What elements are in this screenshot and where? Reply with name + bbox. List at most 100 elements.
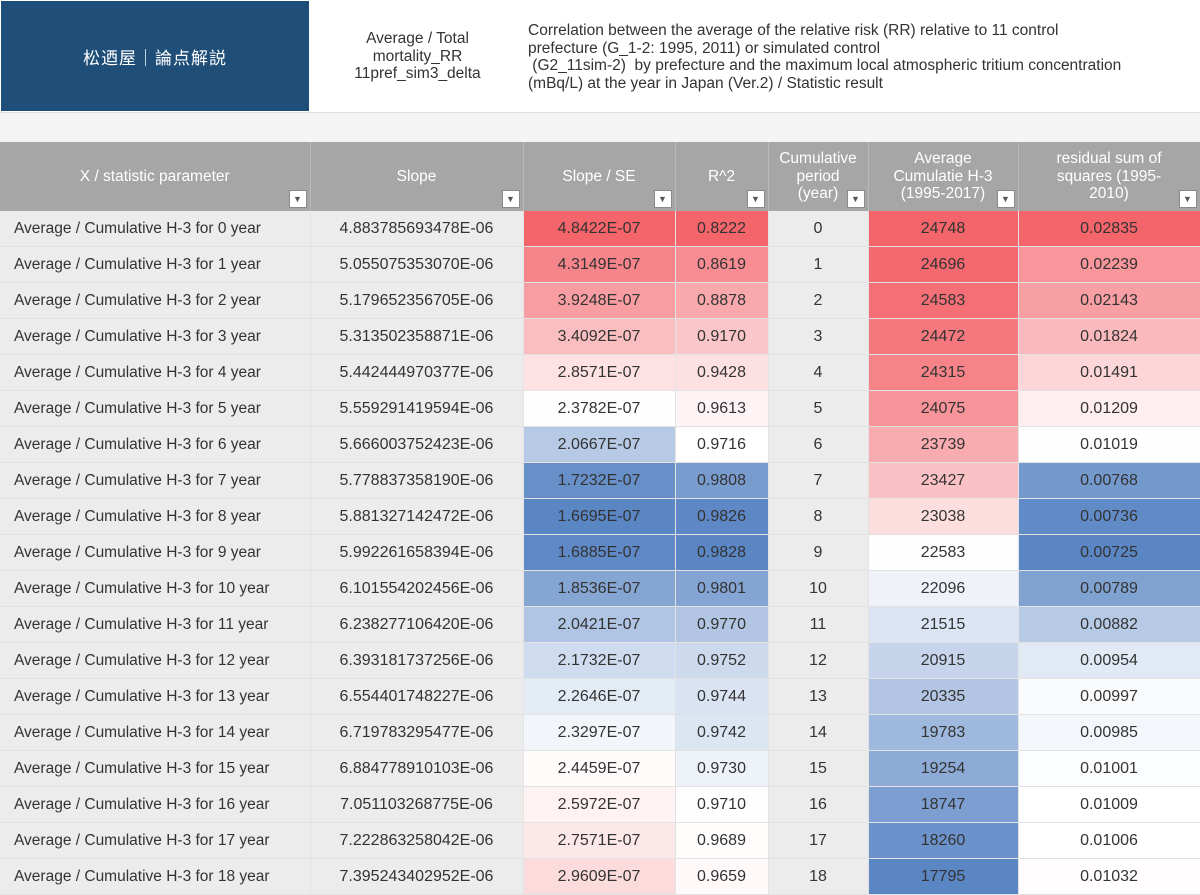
r-squared-cell[interactable]: 0.9770 bbox=[675, 606, 769, 643]
h3-cell[interactable]: 20915 bbox=[868, 642, 1019, 679]
slope-cell[interactable]: 6.719783295477E-06 bbox=[310, 714, 524, 751]
row-label[interactable]: Average / Cumulative H-3 for 0 year bbox=[0, 211, 311, 247]
rss-cell[interactable]: 0.02835 bbox=[1018, 211, 1200, 247]
slope-cell[interactable]: 6.101554202456E-06 bbox=[310, 570, 524, 607]
r-squared-cell[interactable]: 0.9716 bbox=[675, 426, 769, 463]
h3-cell[interactable]: 18747 bbox=[868, 786, 1019, 823]
row-label[interactable]: Average / Cumulative H-3 for 15 year bbox=[0, 750, 311, 787]
slope-cell[interactable]: 5.179652356705E-06 bbox=[310, 282, 524, 319]
slope-se-cell[interactable]: 1.7232E-07 bbox=[523, 462, 676, 499]
slope-se-cell[interactable]: 2.8571E-07 bbox=[523, 354, 676, 391]
slope-se-cell[interactable]: 1.6695E-07 bbox=[523, 498, 676, 535]
h3-cell[interactable]: 19254 bbox=[868, 750, 1019, 787]
h3-cell[interactable]: 23427 bbox=[868, 462, 1019, 499]
row-label[interactable]: Average / Cumulative H-3 for 2 year bbox=[0, 282, 311, 319]
row-label[interactable]: Average / Cumulative H-3 for 16 year bbox=[0, 786, 311, 823]
row-label[interactable]: Average / Cumulative H-3 for 9 year bbox=[0, 534, 311, 571]
rss-cell[interactable]: 0.01491 bbox=[1018, 354, 1200, 391]
filter-dropdown-icon[interactable]: ▼ bbox=[288, 190, 307, 208]
h3-cell[interactable]: 24696 bbox=[868, 246, 1019, 283]
slope-cell[interactable]: 4.883785693478E-06 bbox=[310, 211, 524, 247]
h3-cell[interactable]: 24472 bbox=[868, 318, 1019, 355]
slope-se-cell[interactable]: 2.4459E-07 bbox=[523, 750, 676, 787]
r-squared-cell[interactable]: 0.9826 bbox=[675, 498, 769, 535]
filter-dropdown-icon[interactable]: ▼ bbox=[996, 190, 1015, 208]
filter-dropdown-icon[interactable]: ▼ bbox=[846, 190, 865, 208]
h3-cell[interactable]: 20335 bbox=[868, 678, 1019, 715]
rss-cell[interactable]: 0.01001 bbox=[1018, 750, 1200, 787]
slope-cell[interactable]: 6.238277106420E-06 bbox=[310, 606, 524, 643]
row-label[interactable]: Average / Cumulative H-3 for 14 year bbox=[0, 714, 311, 751]
filter-dropdown-icon[interactable]: ▼ bbox=[653, 190, 672, 208]
slope-cell[interactable]: 5.778837358190E-06 bbox=[310, 462, 524, 499]
slope-cell[interactable]: 5.881327142472E-06 bbox=[310, 498, 524, 535]
period-cell[interactable]: 16 bbox=[768, 786, 869, 823]
slope-cell[interactable]: 5.313502358871E-06 bbox=[310, 318, 524, 355]
slope-se-cell[interactable]: 2.3297E-07 bbox=[523, 714, 676, 751]
slope-cell[interactable]: 5.559291419594E-06 bbox=[310, 390, 524, 427]
slope-cell[interactable]: 5.666003752423E-06 bbox=[310, 426, 524, 463]
h3-cell[interactable]: 17795 bbox=[868, 858, 1019, 895]
rss-cell[interactable]: 0.02239 bbox=[1018, 246, 1200, 283]
r-squared-cell[interactable]: 0.9689 bbox=[675, 822, 769, 859]
r-squared-cell[interactable]: 0.9428 bbox=[675, 354, 769, 391]
r-squared-cell[interactable]: 0.9659 bbox=[675, 858, 769, 895]
h3-cell[interactable]: 22096 bbox=[868, 570, 1019, 607]
filter-dropdown-icon[interactable]: ▼ bbox=[746, 190, 765, 208]
rss-cell[interactable]: 0.00985 bbox=[1018, 714, 1200, 751]
h3-cell[interactable]: 18260 bbox=[868, 822, 1019, 859]
row-label[interactable]: Average / Cumulative H-3 for 12 year bbox=[0, 642, 311, 679]
r-squared-cell[interactable]: 0.9613 bbox=[675, 390, 769, 427]
row-label[interactable]: Average / Cumulative H-3 for 4 year bbox=[0, 354, 311, 391]
filter-dropdown-icon[interactable]: ▼ bbox=[1178, 190, 1197, 208]
h3-cell[interactable]: 24748 bbox=[868, 211, 1019, 247]
rss-cell[interactable]: 0.00736 bbox=[1018, 498, 1200, 535]
slope-se-cell[interactable]: 1.8536E-07 bbox=[523, 570, 676, 607]
h3-cell[interactable]: 23739 bbox=[868, 426, 1019, 463]
h3-cell[interactable]: 24075 bbox=[868, 390, 1019, 427]
slope-se-cell[interactable]: 3.4092E-07 bbox=[523, 318, 676, 355]
period-cell[interactable]: 13 bbox=[768, 678, 869, 715]
slope-se-cell[interactable]: 2.3782E-07 bbox=[523, 390, 676, 427]
row-label[interactable]: Average / Cumulative H-3 for 18 year bbox=[0, 858, 311, 895]
rss-cell[interactable]: 0.00882 bbox=[1018, 606, 1200, 643]
rss-cell[interactable]: 0.00789 bbox=[1018, 570, 1200, 607]
slope-cell[interactable]: 7.222863258042E-06 bbox=[310, 822, 524, 859]
r-squared-cell[interactable]: 0.8222 bbox=[675, 211, 769, 247]
h3-cell[interactable]: 24315 bbox=[868, 354, 1019, 391]
slope-se-cell[interactable]: 2.1732E-07 bbox=[523, 642, 676, 679]
period-cell[interactable]: 18 bbox=[768, 858, 869, 895]
slope-cell[interactable]: 5.442444970377E-06 bbox=[310, 354, 524, 391]
row-label[interactable]: Average / Cumulative H-3 for 7 year bbox=[0, 462, 311, 499]
slope-cell[interactable]: 6.884778910103E-06 bbox=[310, 750, 524, 787]
rss-cell[interactable]: 0.02143 bbox=[1018, 282, 1200, 319]
slope-se-cell[interactable]: 2.0421E-07 bbox=[523, 606, 676, 643]
slope-se-cell[interactable]: 2.7571E-07 bbox=[523, 822, 676, 859]
period-cell[interactable]: 14 bbox=[768, 714, 869, 751]
slope-se-cell[interactable]: 3.9248E-07 bbox=[523, 282, 676, 319]
h3-cell[interactable]: 23038 bbox=[868, 498, 1019, 535]
filter-dropdown-icon[interactable]: ▼ bbox=[501, 190, 520, 208]
period-cell[interactable]: 6 bbox=[768, 426, 869, 463]
row-label[interactable]: Average / Cumulative H-3 for 10 year bbox=[0, 570, 311, 607]
row-label[interactable]: Average / Cumulative H-3 for 5 year bbox=[0, 390, 311, 427]
slope-se-cell[interactable]: 2.0667E-07 bbox=[523, 426, 676, 463]
slope-cell[interactable]: 5.055075353070E-06 bbox=[310, 246, 524, 283]
r-squared-cell[interactable]: 0.9828 bbox=[675, 534, 769, 571]
period-cell[interactable]: 1 bbox=[768, 246, 869, 283]
slope-se-cell[interactable]: 4.8422E-07 bbox=[523, 211, 676, 247]
r-squared-cell[interactable]: 0.9730 bbox=[675, 750, 769, 787]
row-label[interactable]: Average / Cumulative H-3 for 3 year bbox=[0, 318, 311, 355]
period-cell[interactable]: 8 bbox=[768, 498, 869, 535]
slope-cell[interactable]: 5.992261658394E-06 bbox=[310, 534, 524, 571]
rss-cell[interactable]: 0.01019 bbox=[1018, 426, 1200, 463]
period-cell[interactable]: 4 bbox=[768, 354, 869, 391]
period-cell[interactable]: 11 bbox=[768, 606, 869, 643]
h3-cell[interactable]: 22583 bbox=[868, 534, 1019, 571]
row-label[interactable]: Average / Cumulative H-3 for 17 year bbox=[0, 822, 311, 859]
period-cell[interactable]: 9 bbox=[768, 534, 869, 571]
period-cell[interactable]: 5 bbox=[768, 390, 869, 427]
period-cell[interactable]: 3 bbox=[768, 318, 869, 355]
slope-cell[interactable]: 7.051103268775E-06 bbox=[310, 786, 524, 823]
period-cell[interactable]: 2 bbox=[768, 282, 869, 319]
